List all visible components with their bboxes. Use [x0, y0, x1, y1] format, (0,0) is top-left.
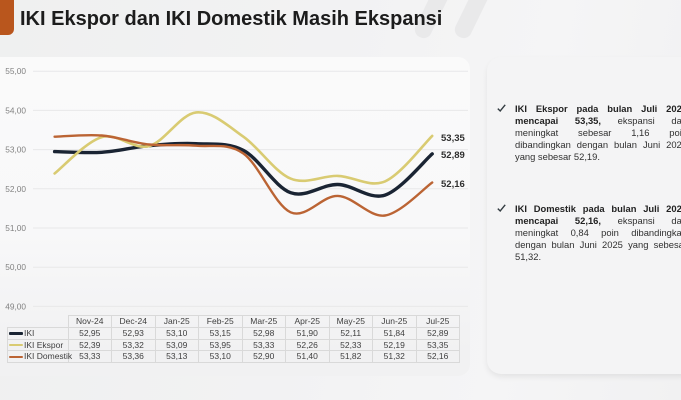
svg-text:52,16: 52,16 [441, 179, 465, 190]
svg-text:50,00: 50,00 [5, 262, 26, 272]
svg-text:55,00: 55,00 [5, 66, 26, 76]
svg-text:53,35: 53,35 [441, 133, 465, 144]
svg-text:52,89: 52,89 [441, 150, 465, 161]
svg-text:54,00: 54,00 [5, 105, 26, 115]
svg-text:49,00: 49,00 [5, 301, 26, 311]
svg-text:53,00: 53,00 [5, 145, 26, 155]
svg-text:52,00: 52,00 [5, 184, 26, 194]
svg-text:51,00: 51,00 [5, 223, 26, 233]
